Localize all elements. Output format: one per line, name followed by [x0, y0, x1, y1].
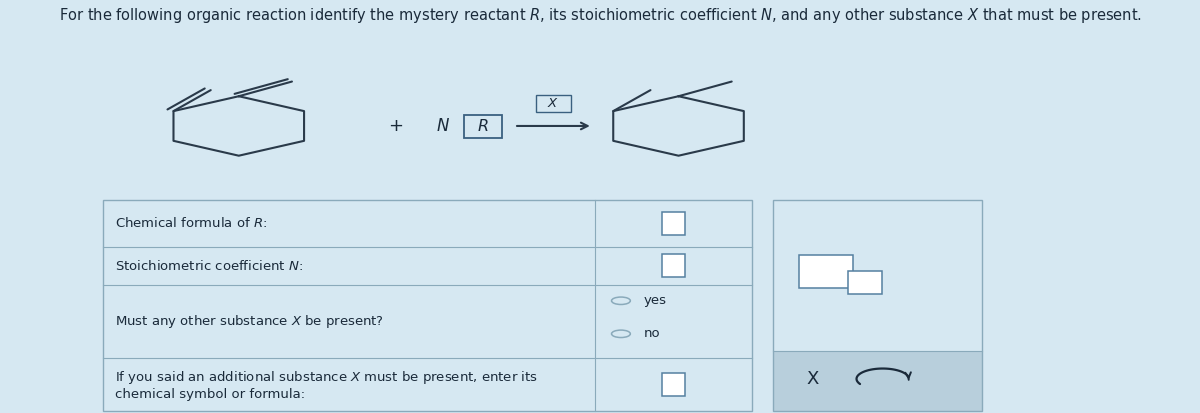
Bar: [103, 200, 752, 411]
Text: For the following organic reaction identify the mystery reactant $R$, its stoich: For the following organic reaction ident…: [59, 6, 1141, 25]
Bar: [799, 255, 853, 288]
Bar: [661, 254, 685, 277]
Text: Stoichiometric coefficient $N$:: Stoichiometric coefficient $N$:: [115, 259, 304, 273]
Bar: [848, 271, 882, 294]
Text: +: +: [389, 117, 403, 135]
Text: X: X: [806, 370, 818, 388]
Text: no: no: [644, 328, 661, 340]
Bar: [773, 351, 982, 411]
Bar: [464, 115, 502, 138]
Text: If you said an additional substance $X$ must be present, enter its
chemical symb: If you said an additional substance $X$ …: [115, 369, 538, 401]
Text: Must any other substance $X$ be present?: Must any other substance $X$ be present?: [115, 313, 384, 330]
Bar: [661, 373, 685, 396]
Bar: [536, 95, 571, 112]
Text: $N$: $N$: [436, 117, 450, 135]
Bar: [103, 200, 752, 411]
Bar: [773, 200, 982, 411]
Bar: [661, 212, 685, 235]
Bar: [773, 200, 982, 351]
Text: $X$: $X$: [547, 97, 559, 110]
Text: yes: yes: [644, 294, 667, 307]
Text: $R$: $R$: [476, 118, 488, 134]
Text: Chemical formula of $R$:: Chemical formula of $R$:: [115, 216, 268, 230]
